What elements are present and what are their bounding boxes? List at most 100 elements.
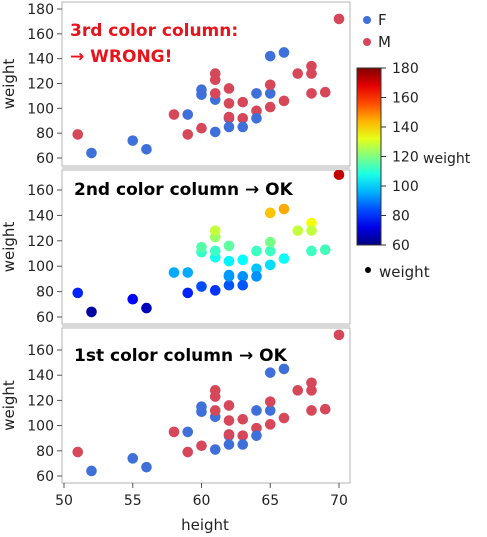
data-point [223, 121, 235, 133]
y-tick-label: 120 [27, 234, 54, 250]
data-point [127, 135, 139, 146]
x-tick-label: 60 [193, 493, 211, 509]
data-point [223, 83, 235, 94]
data-point [72, 446, 84, 458]
data-point [168, 267, 180, 278]
data-point [86, 147, 97, 159]
colorbar-tick-label: 100 [392, 179, 419, 195]
panel-2: 60 80 100 120 140 160 weight 2nd color column →… [0, 169, 351, 326]
data-point [127, 293, 139, 305]
y-tick-label: 140 [27, 208, 54, 224]
y-tick-label: 140 [27, 368, 54, 384]
data-point [209, 405, 221, 416]
panel-annotation: 3rd color column: [70, 21, 238, 41]
data-point [168, 109, 180, 120]
data-point [237, 271, 249, 282]
legend-label-F: F [378, 11, 387, 29]
data-point [264, 367, 276, 378]
data-point [278, 95, 290, 107]
data-point [264, 259, 276, 271]
data-point [182, 267, 194, 278]
data-point [278, 363, 290, 375]
data-point [333, 169, 345, 181]
data-point [237, 414, 249, 425]
data-point [306, 60, 317, 72]
colorbar-tick-label: 140 [392, 120, 419, 136]
data-point [278, 412, 290, 424]
data-point [209, 285, 221, 296]
data-point [251, 271, 262, 282]
panel-1: 60 80 100 120 140 160 180 weight 3rd color colum… [0, 1, 351, 167]
x-tick-label: 55 [124, 493, 142, 509]
data-point [251, 405, 262, 416]
data-point [237, 112, 249, 124]
data-point [196, 401, 207, 413]
data-point [278, 203, 290, 215]
data-point [319, 403, 331, 415]
data-point [278, 47, 290, 58]
data-point [251, 263, 262, 275]
x-axis: 50 55 60 65 70 [55, 483, 348, 509]
data-point [196, 122, 207, 134]
data-point [209, 245, 221, 257]
x-axis-title: height [181, 516, 229, 534]
data-point [141, 302, 152, 314]
data-point [251, 422, 262, 434]
data-point [264, 101, 276, 113]
y-tick-label: 160 [27, 343, 54, 359]
y-axis-title: weight [0, 59, 18, 110]
data-point [264, 50, 276, 62]
panel-separator [62, 166, 350, 170]
y-tick-label: 60 [36, 469, 54, 485]
data-point [223, 279, 235, 291]
legend-marker-M [363, 38, 371, 46]
data-point [196, 440, 207, 452]
legend-marker-F [363, 16, 371, 24]
panel-frame [61, 1, 351, 167]
colorbar-tick-label: 60 [392, 238, 410, 254]
x-tick-label: 50 [55, 493, 73, 509]
data-point [251, 105, 262, 117]
data-point [306, 377, 317, 389]
data-point [182, 287, 194, 299]
panel-3: 60 80 100 120 140 160 weight 1st color column →… [0, 327, 351, 485]
data-point [319, 244, 331, 255]
panel-annotation: 1st color column → OK [74, 346, 288, 366]
panels: 60 80 100 120 140 160 180 weight 3rd color colum… [0, 1, 351, 485]
y-tick-label: 120 [27, 393, 54, 409]
y-tick-label: 80 [36, 126, 54, 142]
data-point [209, 68, 221, 79]
data-point [264, 88, 276, 99]
y-axis-title: weight [0, 222, 18, 273]
y-tick-label: 160 [27, 183, 54, 199]
data-point [306, 225, 317, 236]
data-point [209, 385, 221, 396]
data-point [319, 86, 331, 98]
colorbar-tick-label: 160 [392, 91, 419, 107]
size-legend-label: weight [379, 263, 430, 281]
data-point [333, 13, 345, 25]
data-point [292, 385, 304, 396]
y-tick-label: 80 [36, 285, 54, 301]
colorbar-tick-label: 120 [392, 150, 419, 166]
data-point [251, 245, 262, 257]
data-point [72, 287, 84, 299]
data-point [251, 430, 262, 441]
y-tick-label: 80 [36, 444, 54, 460]
data-point [264, 236, 276, 248]
data-point [264, 207, 276, 219]
data-point [237, 439, 249, 450]
size-legend-marker [365, 267, 371, 273]
y-tick-label: 100 [27, 101, 54, 117]
data-point [237, 430, 249, 441]
panel-annotation: 2nd color column → OK [74, 180, 294, 200]
data-point [72, 129, 84, 140]
data-point [306, 405, 317, 416]
panel-separator [62, 324, 350, 328]
data-point [292, 68, 304, 79]
data-point [264, 405, 276, 416]
data-point [306, 68, 317, 79]
colorbar [356, 67, 382, 246]
data-point [86, 306, 97, 318]
